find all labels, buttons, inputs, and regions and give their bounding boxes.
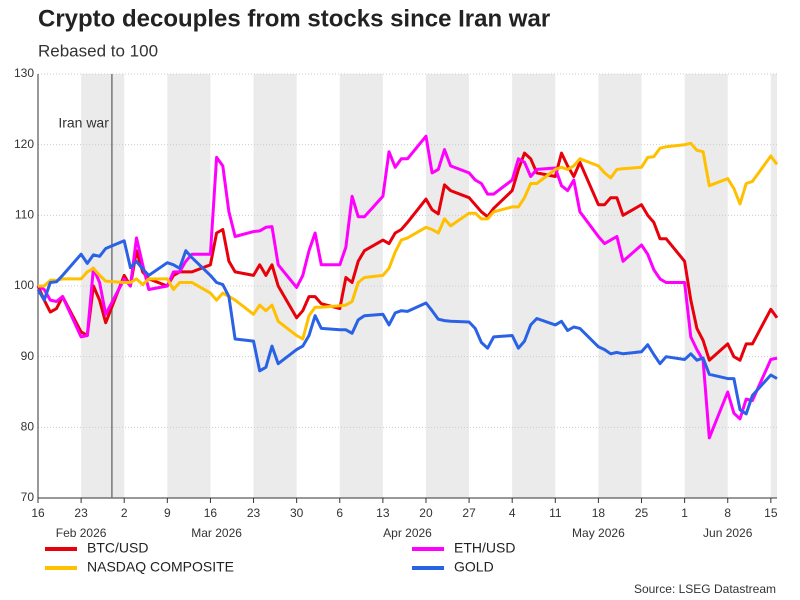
x-tick-label: 27 xyxy=(462,506,476,520)
legend-label: GOLD xyxy=(454,559,494,575)
x-tick-label: 2 xyxy=(121,506,128,520)
annotation-label: Iran war xyxy=(58,115,109,131)
x-tick-label: 23 xyxy=(74,506,88,520)
y-tick-label: 90 xyxy=(21,349,35,363)
x-tick-label: 8 xyxy=(724,506,731,520)
x-tick-label: 18 xyxy=(592,506,606,520)
week-band xyxy=(425,74,470,498)
legend-label: ETH/USD xyxy=(454,540,515,556)
x-tick-label: 9 xyxy=(164,506,171,520)
month-label: Feb 2026 xyxy=(56,526,107,540)
series-line xyxy=(38,141,779,341)
month-label: Jun 2026 xyxy=(703,526,753,540)
y-tick-label: 110 xyxy=(15,208,34,222)
week-band xyxy=(81,74,125,498)
x-tick-label: 11 xyxy=(549,506,562,520)
y-tick-label: 130 xyxy=(14,66,34,80)
week-band xyxy=(339,74,383,498)
y-tick-label: 70 xyxy=(21,490,35,504)
week-band xyxy=(684,74,728,498)
legend-label: NASDAQ COMPOSITE xyxy=(87,559,234,575)
month-label: Apr 2026 xyxy=(383,526,432,540)
chart-subtitle: Rebased to 100 xyxy=(38,41,158,60)
x-tick-label: 13 xyxy=(376,506,390,520)
chart-title: Crypto decouples from stocks since Iran … xyxy=(38,5,550,32)
x-tick-label: 30 xyxy=(290,506,304,520)
x-tick-label: 16 xyxy=(31,506,45,520)
x-tick-label: 15 xyxy=(764,506,778,520)
x-tick-label: 16 xyxy=(204,506,218,520)
x-tick-label: 4 xyxy=(509,506,516,520)
y-tick-label: 80 xyxy=(21,420,35,434)
month-label: May 2026 xyxy=(572,526,625,540)
x-tick-label: 23 xyxy=(247,506,261,520)
series-line xyxy=(37,134,778,440)
y-tick-label: 100 xyxy=(14,278,34,292)
x-tick-label: 1 xyxy=(681,506,688,520)
x-tick-label: 6 xyxy=(336,506,343,520)
series-line xyxy=(36,239,778,416)
series-line xyxy=(36,151,779,362)
source: Source: LSEG Datastream xyxy=(634,582,776,596)
legend-label: BTC/USD xyxy=(87,540,148,556)
month-label: Mar 2026 xyxy=(191,526,242,540)
x-tick-label: 20 xyxy=(419,506,433,520)
x-tick-label: 25 xyxy=(635,506,649,520)
y-tick-label: 120 xyxy=(14,137,34,151)
